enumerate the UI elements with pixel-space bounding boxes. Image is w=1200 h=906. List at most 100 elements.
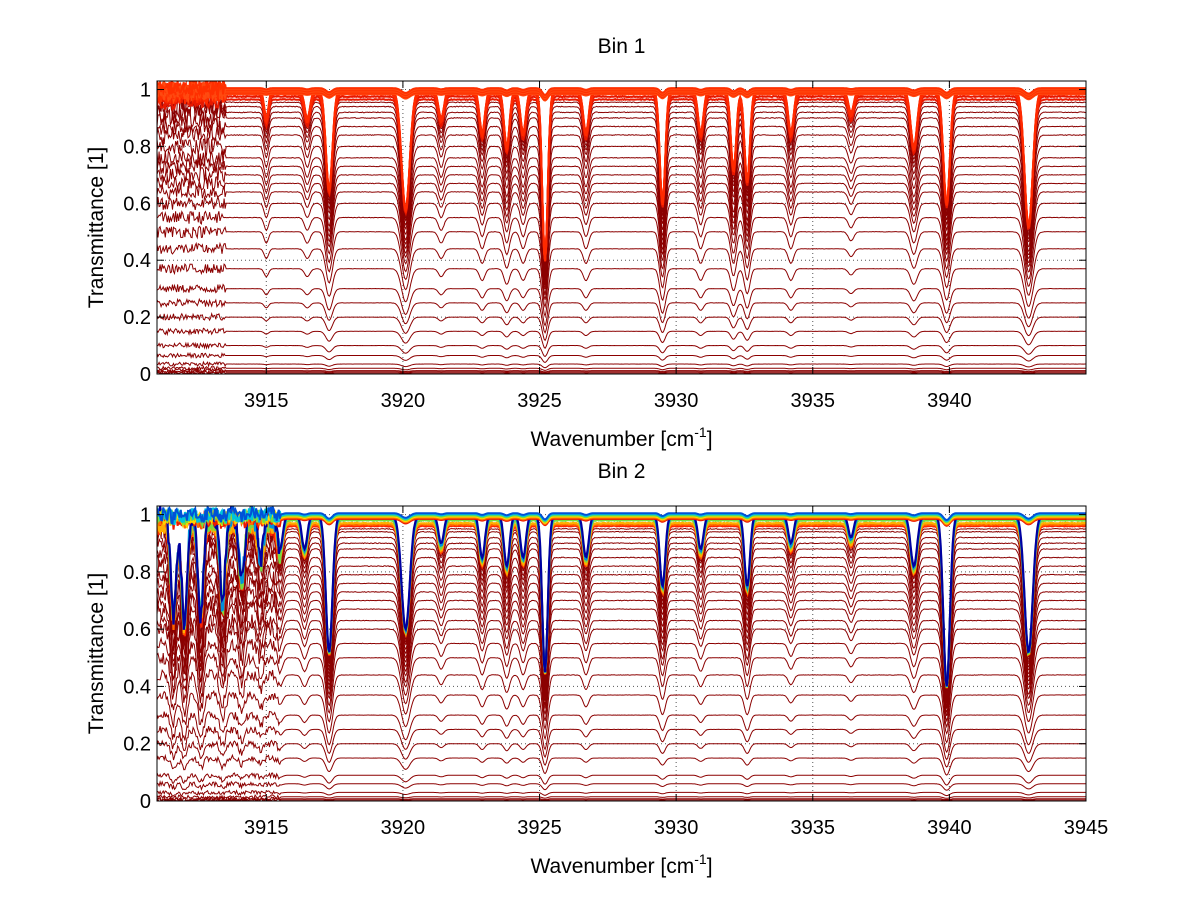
x-tick-label: 3935 <box>791 390 836 412</box>
x-tick-label: 3915 <box>244 817 289 839</box>
series-line <box>157 652 1086 729</box>
series-line <box>157 548 1086 695</box>
series-line <box>157 710 1086 754</box>
series-line <box>157 101 1086 265</box>
x-tick-label: 3945 <box>1064 817 1109 839</box>
x-tick-label: 3935 <box>791 817 836 839</box>
series-line <box>157 794 1086 801</box>
series-line <box>157 739 1086 768</box>
series-line <box>157 108 1086 266</box>
x-tick-label: 3940 <box>927 390 972 412</box>
series-line <box>157 668 1086 735</box>
x-tick-label: 3930 <box>654 817 699 839</box>
x-axis-label: Wavenumber [cm-1] <box>530 851 712 878</box>
series-line <box>157 753 1086 776</box>
series-line <box>157 795 1086 801</box>
x-tick-label: 3930 <box>654 390 699 412</box>
series-line <box>157 523 1086 690</box>
series-line <box>157 725 1086 761</box>
series-line <box>157 149 1086 275</box>
panel-bin-2: 3915 3920 3925 3930 3935 3940 3945 0 0.2 0.4 0.6 0.… <box>85 460 1108 878</box>
series-line <box>157 506 1086 529</box>
chart-title: Bin 2 <box>598 460 646 483</box>
series-line <box>157 351 1086 363</box>
y-axis-label: Transmittance [1] <box>85 147 108 308</box>
series-line <box>157 593 1086 707</box>
x-tick-label: 3920 <box>381 390 426 412</box>
series-line <box>157 283 1086 327</box>
series-line <box>157 81 1086 103</box>
series-line <box>157 157 1086 278</box>
series-line <box>157 689 1086 744</box>
y-tick-label: 1 <box>140 80 151 102</box>
plot-area <box>157 506 1086 801</box>
series-line <box>157 341 1086 358</box>
x-tick-label: 3915 <box>244 390 289 412</box>
series-line <box>157 83 1086 105</box>
y-tick-label: 0.2 <box>123 307 151 329</box>
series-line <box>157 297 1086 334</box>
series-line <box>157 528 1086 691</box>
y-tick-label: 0.8 <box>123 562 151 584</box>
y-axis-label: Transmittance [1] <box>85 573 108 734</box>
series-line <box>157 95 1086 264</box>
axes-box <box>156 505 1087 802</box>
series-line <box>157 369 1086 374</box>
series-line <box>157 312 1086 342</box>
series-line <box>157 262 1086 318</box>
series-line <box>157 557 1086 698</box>
series-line <box>157 367 1086 374</box>
series-line <box>157 210 1086 295</box>
x-tick-label: 3940 <box>927 817 972 839</box>
series-line <box>157 81 1086 98</box>
series-line <box>157 116 1086 268</box>
series-line <box>157 83 1086 103</box>
panel-bin-1: 3915 3920 3925 3930 3935 3940 0 0.2 0.4 0.6 0.8 1 Bi… <box>85 35 1087 451</box>
series-group <box>157 81 1086 374</box>
series-line <box>157 614 1086 713</box>
y-tick-label: 0.8 <box>123 136 151 158</box>
plot-area <box>157 81 1086 374</box>
series-line <box>157 327 1086 349</box>
series-line <box>157 540 1086 694</box>
series-line <box>157 125 1086 270</box>
series-line <box>157 166 1086 280</box>
series-line <box>157 584 1086 704</box>
y-tick-label: 0.4 <box>123 250 151 272</box>
series-line <box>157 789 1086 797</box>
series-line <box>157 772 1086 786</box>
series-line <box>157 241 1086 309</box>
y-tick-label: 1 <box>140 505 151 527</box>
series-line <box>157 514 1086 689</box>
series-line <box>157 174 1086 283</box>
y-tick-label: 0.6 <box>123 619 151 641</box>
series-line <box>157 81 1086 99</box>
series-line <box>157 622 1086 717</box>
series-line <box>157 81 1086 99</box>
series-line <box>157 506 1086 526</box>
series-line <box>157 369 1086 374</box>
series-line <box>157 576 1086 702</box>
series-line <box>157 360 1086 369</box>
y-tick-label: 0.2 <box>123 734 151 756</box>
series-line <box>157 365 1086 372</box>
series-line <box>157 225 1086 300</box>
series-line <box>157 602 1086 709</box>
y-tick-label: 0 <box>140 364 151 386</box>
series-line <box>157 566 1086 699</box>
series-line <box>157 508 1086 530</box>
series-line <box>157 183 1086 286</box>
series-line <box>157 534 1086 692</box>
x-tick-label: 3925 <box>517 817 562 839</box>
axes-box <box>156 80 1087 375</box>
y-tick-label: 0.6 <box>123 193 151 215</box>
x-axis-label: Wavenumber [cm-1] <box>530 424 712 451</box>
series-line <box>157 520 1086 689</box>
series-line <box>157 636 1086 723</box>
series-line <box>157 796 1086 801</box>
x-tick-label: 3925 <box>517 390 562 412</box>
series-line <box>157 137 1086 273</box>
series-line <box>157 510 1086 531</box>
